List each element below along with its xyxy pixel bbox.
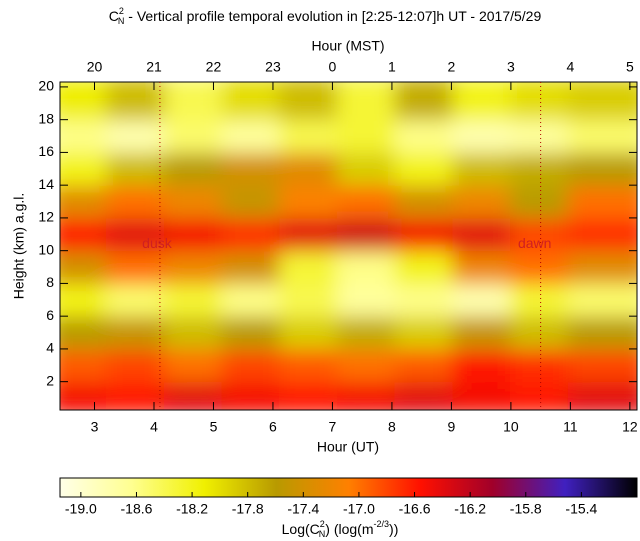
title-sup: 2 bbox=[119, 6, 124, 16]
colorbar-tick-label: -15.4 bbox=[565, 501, 597, 517]
y-tick-label: 4 bbox=[46, 340, 54, 356]
x2-tick-label: 1 bbox=[388, 59, 396, 75]
x2-tick-label: 2 bbox=[448, 59, 456, 75]
annotation: dawn bbox=[518, 235, 551, 251]
colorbar-tick-label: -19.0 bbox=[65, 501, 97, 517]
annotation: dusk bbox=[142, 235, 173, 251]
colorbar-tick-label: -16.6 bbox=[399, 501, 431, 517]
x2-axis-label: Hour (MST) bbox=[311, 38, 384, 54]
colorbar-tick-label: -18.6 bbox=[121, 501, 153, 517]
y-tick-label: 8 bbox=[46, 274, 54, 290]
y-tick-label: 6 bbox=[46, 307, 54, 323]
x-tick-label: 8 bbox=[388, 419, 396, 435]
y-tick-label: 10 bbox=[38, 241, 54, 257]
chart-title: C2 N - Vertical profile temporal evolutio… bbox=[109, 6, 542, 26]
cb-label-part: ) (log(m bbox=[325, 521, 373, 537]
plot-frame bbox=[59, 81, 638, 411]
colorbar-tick-label: -17.8 bbox=[232, 501, 264, 517]
cb-label-sup: 2 bbox=[320, 519, 325, 529]
colorbar-tick-label: -18.2 bbox=[176, 501, 208, 517]
x2-tick-label: 4 bbox=[566, 59, 574, 75]
x2-tick-label: 20 bbox=[87, 59, 103, 75]
colorbar-label: Log(C2 N) (log(m-2/3)) bbox=[282, 519, 399, 539]
cb-label-part: )) bbox=[389, 521, 398, 537]
cb-label-part: Log(C bbox=[282, 521, 320, 537]
colorbar-tick-label: -17.4 bbox=[287, 501, 319, 517]
y-tick-label: 2 bbox=[46, 372, 54, 388]
x-tick-label: 11 bbox=[563, 419, 578, 435]
x2-tick-label: 22 bbox=[206, 59, 222, 75]
x-tick-label: 10 bbox=[503, 419, 519, 435]
cb-label-sup: -2/3 bbox=[374, 519, 390, 529]
x-tick-label: 4 bbox=[150, 419, 158, 435]
y-tick-label: 12 bbox=[38, 209, 54, 225]
cb-label-sub: N bbox=[319, 529, 326, 539]
heatmap bbox=[60, 82, 637, 410]
title-symbol: C bbox=[109, 8, 119, 24]
y-tick-label: 14 bbox=[38, 176, 54, 192]
x-tick-label: 6 bbox=[269, 419, 277, 435]
x2-tick-label: 3 bbox=[507, 59, 515, 75]
x-axis-label: Hour (UT) bbox=[317, 439, 379, 455]
x-tick-label: 12 bbox=[622, 419, 638, 435]
y-axis-label: Height (km) a.g.l. bbox=[11, 193, 27, 300]
x2-tick-label: 5 bbox=[626, 59, 634, 75]
colorbar bbox=[59, 477, 638, 498]
x-tick-label: 7 bbox=[329, 419, 337, 435]
colorbar-tick-label: -16.2 bbox=[454, 501, 486, 517]
heatmap-cells bbox=[60, 82, 637, 410]
colorbar-tick-label: -15.8 bbox=[510, 501, 542, 517]
title-text: - Vertical profile temporal evolution in… bbox=[124, 8, 541, 24]
x2-tick-label: 0 bbox=[329, 59, 337, 75]
x-tick-label: 3 bbox=[91, 419, 99, 435]
heat-cell bbox=[567, 82, 637, 121]
title-sub: N bbox=[118, 16, 125, 26]
x-tick-label: 5 bbox=[210, 419, 218, 435]
y-tick-label: 20 bbox=[38, 78, 54, 94]
x2-tick-label: 21 bbox=[146, 59, 162, 75]
x-tick-label: 9 bbox=[448, 419, 456, 435]
y-tick-label: 18 bbox=[38, 110, 54, 126]
y-tick-label: 16 bbox=[38, 143, 54, 159]
colorbar-tick-label: -17.0 bbox=[343, 501, 375, 517]
x2-tick-label: 23 bbox=[265, 59, 281, 75]
